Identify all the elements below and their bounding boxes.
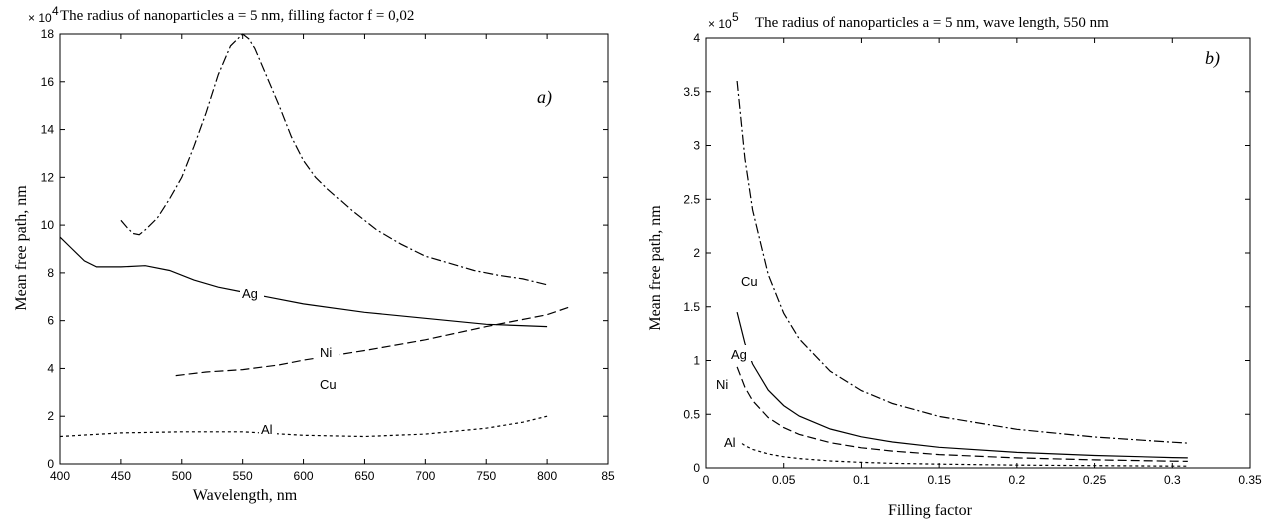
chart-a-frame	[59, 33, 609, 465]
y-tick-label-a-3: 6	[47, 314, 54, 328]
y-tick-label-a-7: 14	[41, 123, 55, 137]
x-tick-label-a-2: 500	[172, 469, 192, 483]
y-tick-label-b-8: 4	[693, 31, 700, 45]
y-tick-label-b-0: 0	[693, 461, 700, 475]
label-bg-b-al	[722, 433, 740, 449]
chart-a-series	[59, 33, 572, 438]
label-bg-a-ni	[317, 347, 339, 361]
x-tick-label-b-3: 0.15	[927, 473, 951, 487]
y-tick-label-a-1: 2	[47, 409, 54, 423]
chart-b-ylabel: Mean free path, nm	[647, 205, 664, 331]
y-tick-label-b-7: 3.5	[683, 85, 700, 99]
series-line-a-ag	[59, 236, 548, 328]
label-bg-a-cu	[317, 377, 339, 391]
chart-b-title: The radius of nanoparticles a = 5 nm, wa…	[755, 15, 1109, 31]
chart-a-title: The radius of nanoparticles a = 5 nm, fi…	[60, 8, 414, 24]
y-tick-label-a-2: 4	[47, 361, 54, 375]
chart-b-series-labels: Cu Ag Ni Al	[714, 272, 762, 450]
label-bg-b-ni	[714, 375, 734, 391]
series-line-a-cu	[120, 33, 548, 286]
chart-b-ticks: 0 0.05 0.1 0.15 0.2 0.25 0.3 0.35 0 0.5 1 1.5 2 2.5 3 3…	[683, 31, 1262, 487]
y-tick-label-a-4: 8	[47, 266, 54, 280]
series-label-b-ag: Ag	[731, 347, 747, 362]
series-line-b-ag	[736, 311, 1188, 459]
y-tick-label-a-8: 16	[41, 75, 55, 89]
label-bg-b-ag	[729, 345, 753, 361]
chart-b-multiplier-exponent: 5	[732, 10, 739, 24]
chart-b-multiplier: × 10	[708, 17, 732, 31]
chart-a-panel-label: a)	[537, 87, 552, 108]
chart-a-ylabel: Mean free path, nm	[13, 185, 30, 311]
label-bg-b-cu	[738, 272, 762, 288]
y-tick-label-a-9: 18	[41, 27, 55, 41]
x-tick-label-a-7: 750	[476, 469, 496, 483]
series-label-b-ni: Ni	[716, 377, 728, 392]
series-line-b-al	[736, 439, 1188, 467]
series-label-a-al: Al	[261, 422, 273, 437]
x-tick-label-b-5: 0.25	[1083, 473, 1107, 487]
y-tick-label-b-3: 1.5	[683, 300, 700, 314]
chart-b-frame	[705, 37, 1251, 469]
chart-a-series-labels: Cu Ag Ni Al	[240, 286, 339, 438]
x-tick-label-a-4: 600	[294, 469, 314, 483]
x-tick-label-a-3: 550	[233, 469, 253, 483]
x-tick-label-b-7: 0.35	[1238, 473, 1262, 487]
y-tick-label-b-1: 0.5	[683, 407, 700, 421]
series-line-b-ni	[736, 366, 1188, 462]
x-tick-label-a-9: 85	[601, 469, 615, 483]
series-label-a-ni: Ni	[320, 345, 332, 360]
chart-b-xlabel: Filling factor	[888, 502, 973, 519]
chart-b: The radius of nanoparticles a = 5 nm, wa…	[647, 10, 1262, 519]
y-tick-label-b-6: 3	[693, 139, 700, 153]
chart-a-ticks: 400 450 500 550 600 650 700 750 800 8502468101214…	[41, 27, 615, 483]
chart-b-panel-label: b)	[1205, 48, 1220, 69]
x-tick-label-a-8: 800	[537, 469, 557, 483]
label-bg-a-ag	[240, 288, 264, 302]
y-tick-label-a-5: 10	[41, 218, 55, 232]
x-tick-label-a-1: 450	[111, 469, 131, 483]
x-tick-label-b-6: 0.3	[1164, 473, 1181, 487]
series-line-a-ni	[175, 305, 572, 377]
series-line-a-al	[59, 415, 548, 438]
x-tick-label-a-0: 400	[50, 469, 70, 483]
y-tick-label-b-2: 1	[693, 354, 700, 368]
x-tick-label-b-1: 0.05	[772, 473, 796, 487]
x-tick-label-b-4: 0.2	[1009, 473, 1026, 487]
series-line-b-cu	[736, 80, 1188, 444]
y-tick-label-a-6: 12	[41, 170, 55, 184]
series-label-a-cu: Cu	[320, 377, 337, 392]
chart-a-multiplier-exponent: 4	[52, 4, 59, 18]
label-bg-a-al	[259, 424, 277, 438]
y-tick-label-b-5: 2.5	[683, 192, 700, 206]
series-label-b-al: Al	[724, 435, 736, 450]
chart-a-xlabel: Wavelength, nm	[193, 487, 298, 504]
x-tick-label-a-6: 700	[415, 469, 435, 483]
chart-a: The radius of nanoparticles a = 5 nm, fi…	[13, 4, 615, 504]
chart-b-series	[736, 80, 1188, 467]
y-tick-label-a-0: 0	[47, 457, 54, 471]
series-label-b-cu: Cu	[741, 274, 758, 289]
x-tick-label-b-2: 0.1	[853, 473, 870, 487]
x-tick-label-a-5: 650	[354, 469, 374, 483]
series-label-a-ag: Ag	[242, 286, 258, 301]
x-tick-label-b-0: 0	[703, 473, 710, 487]
chart-a-multiplier: × 10	[28, 11, 52, 25]
y-tick-label-b-4: 2	[693, 246, 700, 260]
